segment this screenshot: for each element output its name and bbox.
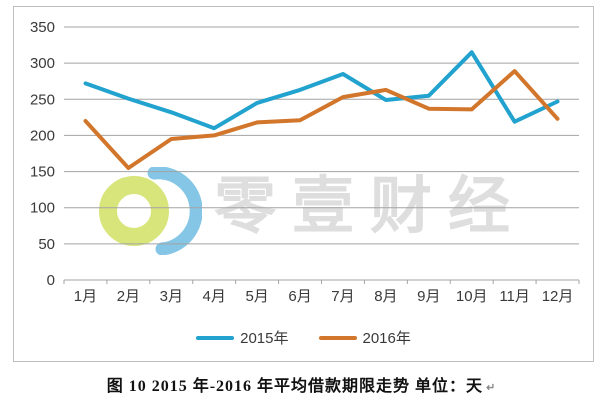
svg-text:0: 0 xyxy=(47,272,55,289)
svg-text:350: 350 xyxy=(30,19,55,36)
svg-text:150: 150 xyxy=(30,164,55,181)
legend-label-2015: 2015年 xyxy=(240,330,289,347)
legend-label-2016: 2016年 xyxy=(362,330,411,347)
svg-text:250: 250 xyxy=(30,91,55,108)
series-line-2016年 xyxy=(83,69,560,170)
svg-text:5月: 5月 xyxy=(245,288,268,305)
caption-text: 图 10 2015 年-2016 年平均借款期限走势 单位：天 xyxy=(106,378,484,395)
legend-line-2016-icon xyxy=(318,335,357,340)
svg-text:200: 200 xyxy=(30,127,55,144)
svg-text:100: 100 xyxy=(30,200,55,217)
svg-text:4月: 4月 xyxy=(203,288,226,305)
svg-text:11月: 11月 xyxy=(499,288,530,305)
svg-text:6月: 6月 xyxy=(288,288,311,305)
y-axis-labels: 0 50 100 150 200 250 300 350 xyxy=(30,19,55,289)
paragraph-return-mark: ↵ xyxy=(486,382,497,394)
x-axis-labels: 1月 2月 3月 4月 5月 6月 7月 8月 9月 10月 11月 12月 xyxy=(74,288,574,305)
x-axis xyxy=(63,279,580,284)
legend-item-2015: 2015年 xyxy=(196,327,289,348)
gridlines xyxy=(64,26,579,281)
figure-caption: 图 10 2015 年-2016 年平均借款期限走势 单位：天 ↵ xyxy=(0,372,603,396)
svg-text:7月: 7月 xyxy=(331,288,354,305)
series-line-2015年 xyxy=(83,50,560,131)
svg-text:1月: 1月 xyxy=(74,288,97,305)
legend-item-2016: 2016年 xyxy=(318,327,411,348)
svg-text:300: 300 xyxy=(30,55,55,72)
svg-text:3月: 3月 xyxy=(160,288,183,305)
chart-area: 零壹财经 0 50 100 150 200 250 300 350 1月 2月 3月 4月 5月 6月 7月… xyxy=(13,6,594,362)
svg-text:12月: 12月 xyxy=(542,288,574,305)
svg-text:2月: 2月 xyxy=(117,288,140,305)
svg-text:9月: 9月 xyxy=(417,288,440,305)
svg-text:50: 50 xyxy=(38,236,55,253)
svg-text:8月: 8月 xyxy=(374,288,397,305)
chart-legend: 2015年 2016年 xyxy=(14,327,593,348)
svg-text:10月: 10月 xyxy=(456,288,488,305)
legend-line-2015-icon xyxy=(196,335,235,340)
